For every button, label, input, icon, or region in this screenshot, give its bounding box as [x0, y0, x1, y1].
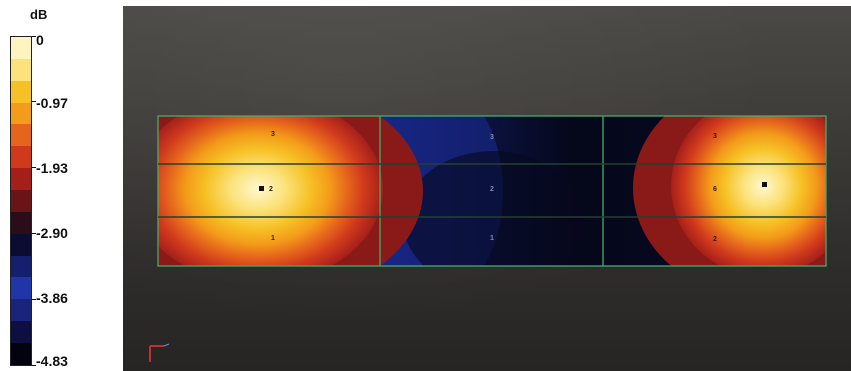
legend-color-band — [11, 277, 31, 300]
legend-color-band — [11, 37, 31, 59]
legend-label-1: -0.97 — [36, 95, 68, 111]
legend-label-3: -2.90 — [36, 225, 68, 241]
heat-map-view: 3 2 1 3 2 1 3 6 2 — [123, 6, 851, 371]
point-label: 6 — [713, 186, 717, 193]
legend-tick-mark — [32, 233, 36, 234]
legend-color-band — [11, 58, 31, 81]
legend-label-5: -4.83 — [36, 353, 68, 369]
legend-color-band — [11, 343, 31, 365]
point-label: 1 — [271, 235, 275, 242]
legend-color-band — [11, 299, 31, 322]
point-label: 1 — [490, 235, 494, 242]
legend-color-band — [11, 102, 31, 125]
point-label: 2 — [713, 236, 717, 243]
measurement-point-labels: 3 2 1 3 2 1 3 6 2 — [269, 131, 717, 243]
legend-tick-mark — [32, 101, 36, 102]
legend-color-bar — [10, 36, 32, 366]
measurement-marker — [259, 186, 264, 191]
point-label: 3 — [271, 131, 275, 138]
legend-tick-mark — [32, 167, 36, 168]
legend-color-band — [11, 146, 31, 169]
legend-tick-mark — [32, 36, 36, 37]
legend-color-band — [11, 124, 31, 147]
legend-color-band — [11, 255, 31, 278]
legend-label-4: -3.86 — [36, 290, 68, 306]
legend-label-0: 0 — [36, 32, 44, 48]
color-scale-legend: dB 0 -0.97 -1.93 -2.90 -3.86 -4.83 — [0, 0, 120, 371]
legend-tick-mark — [32, 365, 36, 366]
point-label: 2 — [490, 186, 494, 193]
legend-color-band — [11, 190, 31, 212]
heat-map-surface — [158, 116, 826, 266]
legend-color-band — [11, 211, 31, 234]
axis-triad-icon — [149, 343, 170, 362]
legend-unit: dB — [30, 7, 48, 22]
legend-color-band — [11, 168, 31, 191]
point-label: 2 — [269, 186, 273, 193]
point-label: 3 — [713, 133, 717, 140]
legend-color-band — [11, 233, 31, 256]
legend-tick-mark — [32, 299, 36, 300]
legend-color-band — [11, 80, 31, 103]
legend-color-band — [11, 321, 31, 344]
measurement-marker — [762, 182, 767, 187]
grid-lines — [157, 115, 827, 267]
point-label: 3 — [490, 134, 494, 141]
heat-map-canvas: 3 2 1 3 2 1 3 6 2 — [157, 115, 827, 267]
legend-label-2: -1.93 — [36, 160, 68, 176]
